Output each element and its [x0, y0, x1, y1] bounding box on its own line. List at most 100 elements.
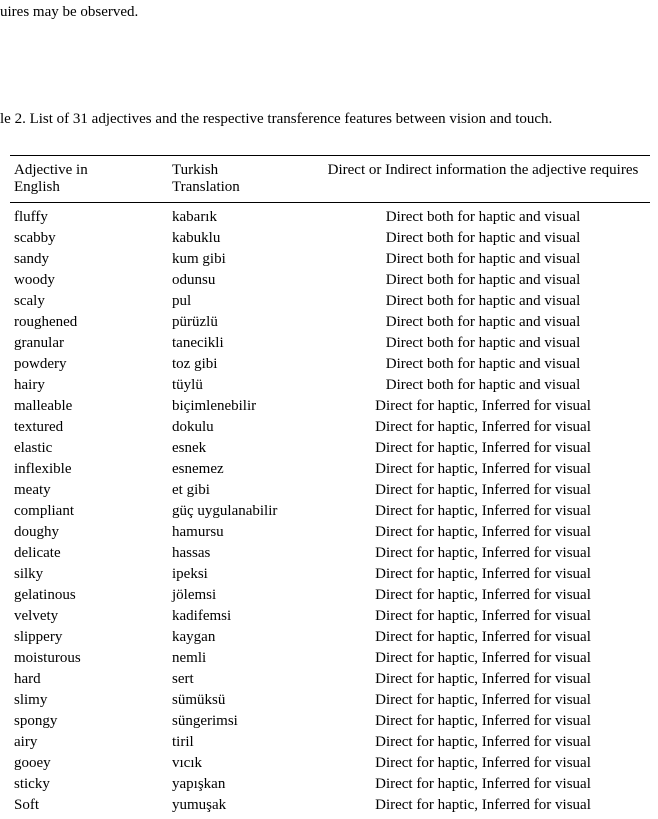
- table-row: SoftyumuşakDirect for haptic, Inferred f…: [10, 795, 650, 816]
- cell-info: Direct for haptic, Inferred for visual: [316, 417, 650, 438]
- cell-english: slimy: [10, 690, 168, 711]
- cell-info: Direct for haptic, Inferred for visual: [316, 438, 650, 459]
- cell-english: gelatinous: [10, 585, 168, 606]
- cell-turkish: tiril: [168, 732, 316, 753]
- table-row: hairytüylüDirect both for haptic and vis…: [10, 375, 650, 396]
- cell-english: scaly: [10, 291, 168, 312]
- header-turkish-line1: Turkish: [172, 162, 218, 178]
- cell-turkish: kaygan: [168, 627, 316, 648]
- table-row: slipperykayganDirect for haptic, Inferre…: [10, 627, 650, 648]
- cell-info: Direct for haptic, Inferred for visual: [316, 459, 650, 480]
- cell-turkish: kum gibi: [168, 249, 316, 270]
- cell-english: spongy: [10, 711, 168, 732]
- cell-turkish: et gibi: [168, 480, 316, 501]
- cell-english: delicate: [10, 543, 168, 564]
- cell-info: Direct for haptic, Inferred for visual: [316, 732, 650, 753]
- table-row: doughyhamursuDirect for haptic, Inferred…: [10, 522, 650, 543]
- table-row: inflexibleesnemezDirect for haptic, Infe…: [10, 459, 650, 480]
- cell-turkish: esnemez: [168, 459, 316, 480]
- cell-turkish: dokulu: [168, 417, 316, 438]
- header-english-line1: Adjective in: [14, 162, 88, 178]
- table-header-row: Adjective in English Turkish Translation…: [10, 156, 650, 203]
- cell-info: Direct for haptic, Inferred for visual: [316, 501, 650, 522]
- table-row: roughenedpürüzlüDirect both for haptic a…: [10, 312, 650, 333]
- cell-turkish: pul: [168, 291, 316, 312]
- cell-english: elastic: [10, 438, 168, 459]
- cell-info: Direct both for haptic and visual: [316, 291, 650, 312]
- cell-turkish: hamursu: [168, 522, 316, 543]
- cell-turkish: kabarık: [168, 203, 316, 229]
- cell-turkish: esnek: [168, 438, 316, 459]
- table-body: fluffykabarıkDirect both for haptic and …: [10, 203, 650, 819]
- cell-english: hairy: [10, 375, 168, 396]
- cell-english: gooey: [10, 753, 168, 774]
- cell-turkish: güç uygulanabilir: [168, 501, 316, 522]
- cell-info: Direct for haptic, Inferred for visual: [316, 606, 650, 627]
- table-row: hardsertDirect for haptic, Inferred for …: [10, 669, 650, 690]
- table-row: spongysüngerimsiDirect for haptic, Infer…: [10, 711, 650, 732]
- header-turkish: Turkish Translation: [168, 156, 316, 203]
- cell-english: slippery: [10, 627, 168, 648]
- cell-info: Direct for haptic, Inferred for visual: [316, 396, 650, 417]
- cell-english: fluffy: [10, 203, 168, 229]
- cell-info: Direct both for haptic and visual: [316, 312, 650, 333]
- cell-turkish: biçimlenebilir: [168, 396, 316, 417]
- cell-english: meaty: [10, 480, 168, 501]
- cell-info: Direct for haptic, Inferred for visual: [316, 627, 650, 648]
- cell-info: Direct for haptic, Inferred for visual: [316, 774, 650, 795]
- cell-info: Direct both for haptic and visual: [316, 333, 650, 354]
- cell-info: Direct for haptic, Inferred for visual: [316, 564, 650, 585]
- cell-info: Direct for haptic, Inferred for visual: [316, 543, 650, 564]
- table-row: silkyipeksiDirect for haptic, Inferred f…: [10, 564, 650, 585]
- cell-info: Direct both for haptic and visual: [316, 203, 650, 229]
- cell-info: Direct for haptic, Inferred for visual: [316, 522, 650, 543]
- cell-english: hard: [10, 669, 168, 690]
- cell-turkish: tanecikli: [168, 333, 316, 354]
- cell-info: Direct for haptic, Inferred for visual: [316, 690, 650, 711]
- cell-turkish: tüylü: [168, 375, 316, 396]
- table-row: woodyodunsuDirect both for haptic and vi…: [10, 270, 650, 291]
- table-row: stickyyapışkanDirect for haptic, Inferre…: [10, 774, 650, 795]
- table-row: slimysümüksüDirect for haptic, Inferred …: [10, 690, 650, 711]
- body-text-fragment: uires may be observed.: [0, 4, 138, 21]
- cell-turkish: odunsu: [168, 270, 316, 291]
- cell-english: sandy: [10, 249, 168, 270]
- cell-turkish: süngerimsi: [168, 711, 316, 732]
- table-row: gelatinousjölemsiDirect for haptic, Infe…: [10, 585, 650, 606]
- cell-english: moisturous: [10, 648, 168, 669]
- table-row: scabbykabukluDirect both for haptic and …: [10, 228, 650, 249]
- cell-english: doughy: [10, 522, 168, 543]
- cell-turkish: nemli: [168, 648, 316, 669]
- cell-turkish: ipeksi: [168, 564, 316, 585]
- cell-turkish: sert: [168, 669, 316, 690]
- cell-info: Direct for haptic, Inferred for visual: [316, 480, 650, 501]
- cell-english: textured: [10, 417, 168, 438]
- cell-turkish: kadifemsi: [168, 606, 316, 627]
- cell-turkish: jölemsi: [168, 585, 316, 606]
- table-caption: le 2. List of 31 adjectives and the resp…: [0, 111, 552, 128]
- cell-turkish: hassas: [168, 543, 316, 564]
- cell-turkish: vıcık: [168, 753, 316, 774]
- cell-info: Direct for haptic, Inferred for visual: [316, 711, 650, 732]
- header-english: Adjective in English: [10, 156, 168, 203]
- table-row: velvetykadifemsiDirect for haptic, Infer…: [10, 606, 650, 627]
- adjectives-table-wrapper: Adjective in English Turkish Translation…: [10, 155, 650, 819]
- cell-turkish: pürüzlü: [168, 312, 316, 333]
- cell-info: Direct both for haptic and visual: [316, 249, 650, 270]
- page-container: { "fragment_text": "uires may be observe…: [0, 0, 658, 819]
- cell-english: malleable: [10, 396, 168, 417]
- table-row: compliantgüç uygulanabilirDirect for hap…: [10, 501, 650, 522]
- cell-turkish: kabuklu: [168, 228, 316, 249]
- table-row: malleablebiçimlenebilirDirect for haptic…: [10, 396, 650, 417]
- header-english-line2: English: [14, 179, 60, 195]
- cell-info: Direct for haptic, Inferred for visual: [316, 753, 650, 774]
- cell-english: woody: [10, 270, 168, 291]
- cell-english: Soft: [10, 795, 168, 816]
- cell-info: Direct for haptic, Inferred for visual: [316, 648, 650, 669]
- cell-english: airy: [10, 732, 168, 753]
- table-row: sandykum gibiDirect both for haptic and …: [10, 249, 650, 270]
- table-row: delicatehassasDirect for haptic, Inferre…: [10, 543, 650, 564]
- table-row: gooeyvıcıkDirect for haptic, Inferred fo…: [10, 753, 650, 774]
- table-row: scalypulDirect both for haptic and visua…: [10, 291, 650, 312]
- table-row: granulartanecikliDirect both for haptic …: [10, 333, 650, 354]
